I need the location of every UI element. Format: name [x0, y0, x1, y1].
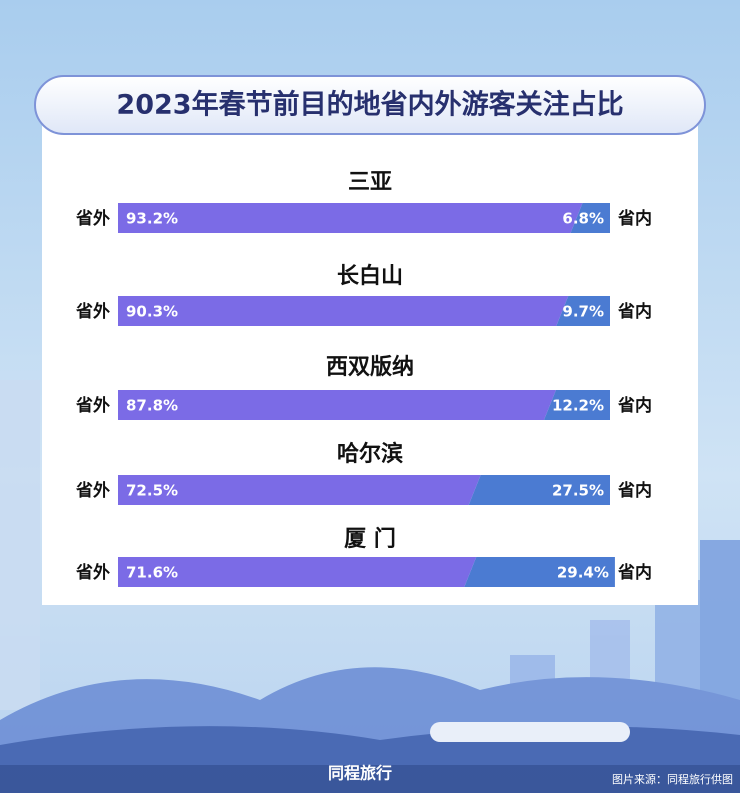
- title-pill: [34, 75, 706, 135]
- category-label: 厦 门: [344, 526, 396, 552]
- bar-segment: [118, 475, 481, 505]
- category-label: 长白山: [337, 263, 403, 289]
- bar-segment: [543, 390, 610, 420]
- value-label: 6.8%: [562, 210, 604, 228]
- category-label: 三亚: [348, 170, 392, 195]
- series-label: 省内: [617, 562, 652, 583]
- series-label: 省外: [75, 562, 110, 583]
- category-label: 西双版纳: [326, 354, 414, 380]
- value-label: 71.6%: [126, 564, 178, 582]
- bar-segment: [118, 390, 556, 420]
- series-label: 省内: [617, 480, 652, 501]
- source: 图片来源：同程旅行供图: [612, 772, 733, 786]
- series-label: 省内: [617, 301, 652, 322]
- chart-title: 2023年春节前目的地省内外游客关注占比: [116, 89, 623, 121]
- series-label: 省外: [75, 301, 110, 322]
- value-label: 72.5%: [126, 482, 178, 500]
- value-label: 93.2%: [126, 210, 178, 228]
- bar-segment: [464, 557, 615, 587]
- bar-segment: [118, 557, 477, 587]
- value-label: 12.2%: [552, 397, 604, 415]
- scenery: [0, 380, 740, 793]
- bar-segment: [118, 203, 583, 233]
- bar-segment: [570, 203, 610, 233]
- value-label: 87.8%: [126, 397, 178, 415]
- value-label: 9.7%: [562, 303, 604, 321]
- series-label: 省内: [617, 395, 652, 416]
- brand: 同程旅行: [328, 764, 392, 783]
- value-label: 90.3%: [126, 303, 178, 321]
- bar-segment: [556, 296, 610, 326]
- category-label: 哈尔滨: [337, 441, 403, 467]
- value-label: 29.4%: [557, 564, 609, 582]
- bar-segment: [118, 296, 569, 326]
- series-label: 省外: [75, 480, 110, 501]
- series-label: 省外: [75, 395, 110, 416]
- value-label: 27.5%: [552, 482, 604, 500]
- bar-segment: [468, 475, 610, 505]
- series-label: 省内: [617, 208, 652, 229]
- series-label: 省外: [75, 208, 110, 229]
